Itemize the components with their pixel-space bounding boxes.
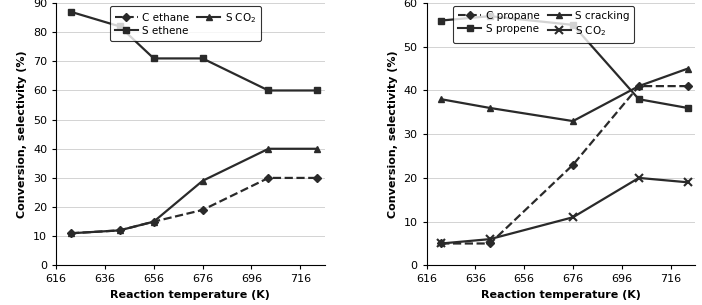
Legend: C propane, S propene, S cracking, S CO$_2$: C propane, S propene, S cracking, S CO$_…: [453, 5, 635, 43]
X-axis label: Reaction temperature (K): Reaction temperature (K): [481, 290, 641, 300]
Y-axis label: Conversion, selectivity (%): Conversion, selectivity (%): [18, 50, 27, 218]
Legend: C ethane, S ethene, S CO$_2$: C ethane, S ethene, S CO$_2$: [110, 5, 261, 41]
X-axis label: Reaction temperature (K): Reaction temperature (K): [110, 290, 270, 300]
Y-axis label: Conversion, selectivity (%): Conversion, selectivity (%): [388, 50, 398, 218]
